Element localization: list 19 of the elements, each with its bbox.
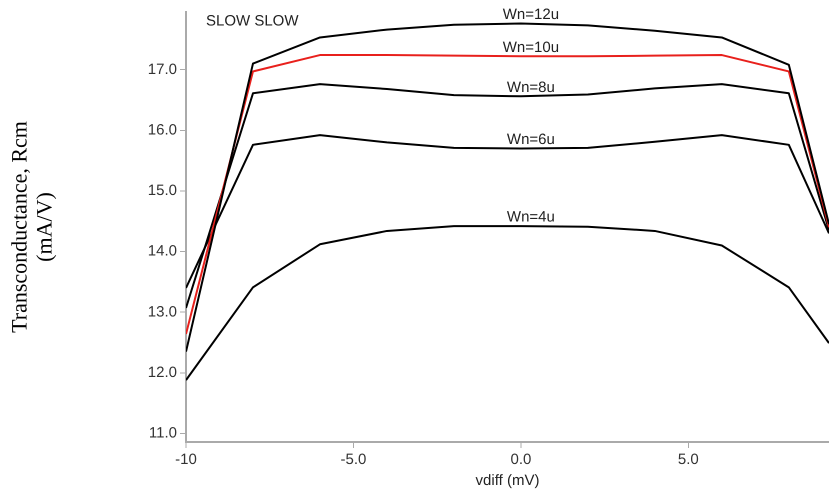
x-tick-label: -10 xyxy=(175,451,197,468)
y-tick-label: 12.0 xyxy=(148,364,177,381)
x-axis-title: vdiff (mV) xyxy=(476,472,540,490)
annotation: SLOW SLOW xyxy=(206,12,300,30)
y-tick-label: 14.0 xyxy=(148,242,177,260)
y-tick-label: 16.0 xyxy=(148,121,177,138)
y-tick-label: 13.0 xyxy=(148,303,177,320)
x-tick-label: 5.0 xyxy=(678,451,699,468)
series-label: Wn=12u xyxy=(502,6,560,24)
series-label: Wn=6u xyxy=(506,131,555,148)
y-tick-label: 17.0 xyxy=(148,60,177,78)
series-label: Wn=10u xyxy=(502,38,560,56)
y-tick-label: 15.0 xyxy=(148,182,177,200)
y-tick-label: 11.0 xyxy=(148,424,177,442)
x-tick-label: -5.0 xyxy=(340,451,366,468)
x-tick-label: 0.0 xyxy=(510,451,532,468)
series-label: Wn=4u xyxy=(506,208,555,226)
y-axis-title: Transconductance, Rcm (mA/V) xyxy=(6,121,57,333)
series-label: Wn=8u xyxy=(506,78,555,96)
